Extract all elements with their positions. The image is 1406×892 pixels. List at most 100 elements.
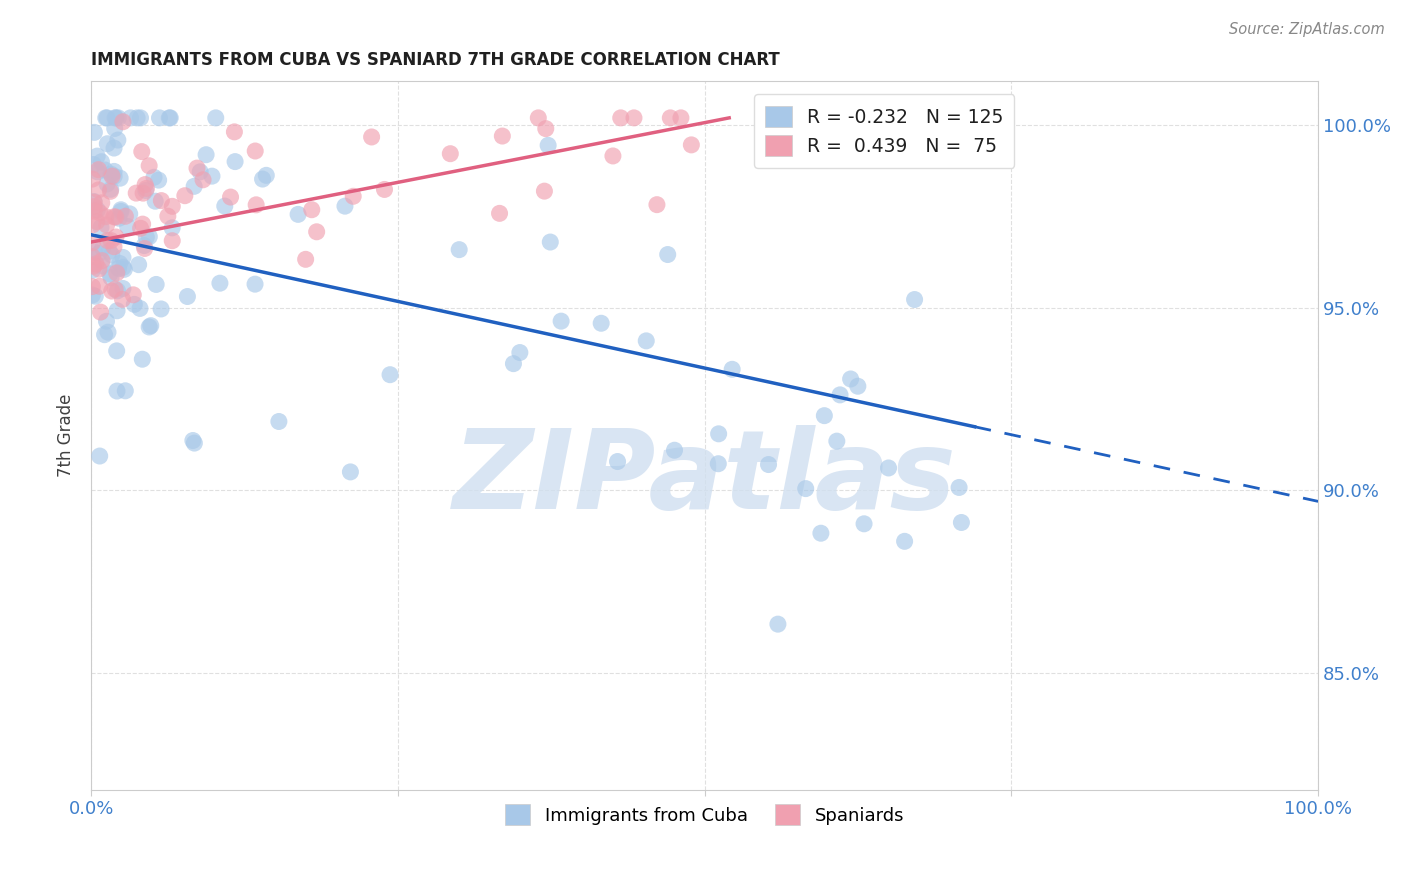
Point [83,194,105,209]
Point [825,434,848,449]
Point [90,305,112,319]
Point [758,458,780,472]
Point [104,210,127,224]
Point [90,195,112,210]
Point [183,436,205,450]
Point [527,111,550,125]
Point [96,111,118,125]
Point [84,289,107,303]
Point [82,250,104,264]
Point [333,199,356,213]
Point [245,198,267,212]
Point [810,526,832,541]
Point [669,111,692,125]
Point [948,480,970,494]
Point [86,214,108,228]
Point [145,277,167,292]
Point [138,229,160,244]
Point [378,368,401,382]
Point [83,204,105,219]
Point [219,190,242,204]
Point [134,242,156,256]
Point [537,138,560,153]
Point [105,303,128,318]
Point [118,207,141,221]
Point [104,282,127,296]
Point [111,281,134,295]
Point [636,334,658,348]
Point [100,248,122,262]
Point [98,267,121,281]
Point [90,220,112,235]
Point [86,202,108,217]
Point [82,172,104,186]
Point [107,284,129,298]
Point [114,209,136,223]
Point [591,316,613,330]
Point [103,240,125,254]
Point [96,177,118,191]
Point [645,197,668,211]
Point [83,259,105,273]
Point [89,206,111,220]
Point [105,343,128,358]
Point [721,362,744,376]
Point [82,288,104,302]
Point [173,188,195,202]
Point [104,230,127,244]
Point [254,169,277,183]
Point [103,169,125,184]
Point [100,284,122,298]
Point [83,195,105,210]
Point [204,111,226,125]
Point [112,260,135,275]
Point [360,130,382,145]
Point [609,111,631,125]
Point [550,314,572,328]
Point [111,115,134,129]
Point [339,465,361,479]
Point [893,534,915,549]
Point [131,352,153,367]
Point [105,266,128,280]
Point [538,235,561,249]
Point [252,172,274,186]
Point [148,173,170,187]
Point [96,234,118,248]
Point [143,170,166,185]
Point [191,173,214,187]
Point [94,163,117,178]
Point [305,225,328,239]
Point [602,149,624,163]
Point [294,252,316,267]
Point [156,209,179,223]
Point [657,247,679,261]
Point [82,218,104,232]
Point [90,154,112,169]
Point [707,457,730,471]
Point [97,325,120,339]
Point [86,165,108,179]
Point [104,111,127,125]
Point [87,183,110,197]
Point [659,111,682,125]
Point [122,288,145,302]
Point [107,111,129,125]
Point [224,154,246,169]
Point [143,194,166,209]
Point [245,144,267,158]
Y-axis label: 7th Grade: 7th Grade [58,394,75,477]
Point [87,262,110,277]
Text: ZIPatlas: ZIPatlas [453,425,956,532]
Point [139,318,162,333]
Point [224,125,246,139]
Point [132,186,155,201]
Point [96,136,118,151]
Point [606,454,628,468]
Point [91,253,114,268]
Point [162,234,184,248]
Point [107,261,129,276]
Point [134,178,156,192]
Point [108,211,131,226]
Point [794,482,817,496]
